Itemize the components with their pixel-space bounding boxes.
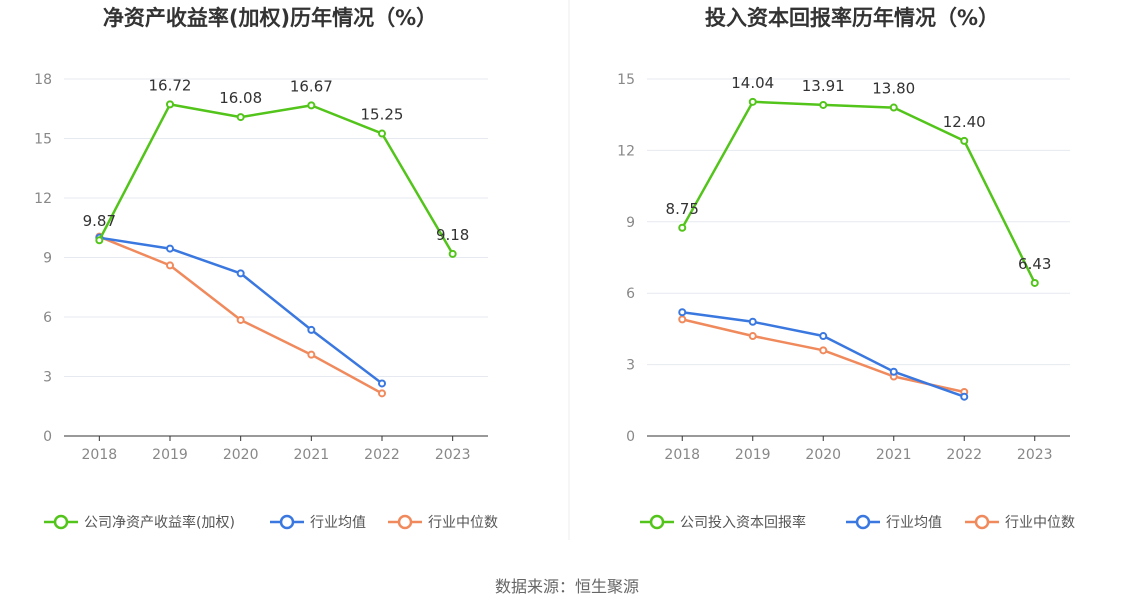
legend-label-company: 公司净资产收益率(加权) (84, 514, 235, 531)
legend-marker-industry-avg (279, 514, 295, 530)
data-point-industry-avg (889, 367, 898, 376)
y-tick-label: 15 (617, 72, 635, 88)
data-point-industry-median (678, 315, 687, 324)
y-tick-label: 12 (34, 191, 52, 207)
y-tick-label: 3 (43, 370, 52, 386)
data-point-industry-median (166, 261, 174, 270)
legend-label-industry-avg: 行业均值 (310, 515, 366, 531)
chart-title: 投入资本回报率历年情况（%） (705, 6, 999, 30)
x-tick-label: 2018 (82, 447, 118, 463)
data-point-company (1030, 278, 1039, 287)
data-label: 13.80 (872, 80, 915, 98)
x-tick-label: 2019 (152, 447, 188, 463)
x-tick-label: 2023 (435, 447, 471, 463)
data-point-industry-avg (819, 332, 828, 341)
data-point-company (95, 236, 104, 245)
x-tick-label: 2020 (805, 447, 841, 463)
legend-label-company: 公司投入资本回报率 (680, 514, 806, 531)
chart-panel-2: 投入资本回报率历年情况（%） 0 3 6 9 12 15 2018 2019 2020 2021 20… (617, 6, 1075, 531)
data-point-industry-median (819, 346, 828, 355)
x-tick-label: 2022 (364, 447, 400, 463)
data-label: 9.18 (436, 226, 469, 244)
data-point-company (960, 136, 969, 145)
data-label: 12.40 (943, 113, 986, 131)
data-point-industry-median (378, 389, 386, 398)
data-point-industry-median (748, 332, 757, 341)
data-label: 13.91 (802, 77, 845, 95)
series-line-industry-avg (99, 236, 383, 385)
data-point-industry-avg (307, 325, 316, 334)
x-tick-label: 2021 (294, 447, 330, 463)
x-tick-label: 2018 (664, 447, 700, 463)
x-tick-label: 2020 (223, 447, 259, 463)
y-tick-label: 9 (43, 251, 52, 267)
series-line-industry-avg (682, 310, 965, 398)
x-tick-label: 2023 (1017, 447, 1053, 463)
data-point-company (307, 101, 316, 110)
legend-label-industry-avg: 行业均值 (886, 515, 942, 531)
chart-panel-1: 净资产收益率(加权)历年情况（%） 0 3 6 9 12 15 18 2018 2019 2020 2… (34, 6, 498, 531)
y-tick-label: 15 (34, 132, 52, 148)
y-tick-label: 3 (626, 358, 635, 374)
data-label: 14.04 (731, 74, 774, 92)
data-point-industry-avg (960, 392, 969, 401)
legend-marker-industry-median (397, 514, 413, 530)
legend-marker-company (53, 514, 69, 530)
x-tick-label: 2019 (735, 447, 771, 463)
legend-marker-industry-avg (855, 514, 871, 530)
data-label: 8.75 (666, 200, 699, 218)
y-tick-label: 9 (626, 215, 635, 231)
y-tick-label: 6 (43, 310, 52, 326)
data-label: 15.25 (361, 106, 404, 124)
x-tick-label: 2022 (946, 447, 982, 463)
series-line-industry-median (98, 235, 383, 395)
y-tick-label: 0 (626, 429, 635, 445)
chart-title: 净资产收益率(加权)历年情况（%） (103, 6, 437, 30)
data-point-company (236, 113, 245, 122)
data-point-company (748, 97, 757, 106)
data-point-industry-median (307, 350, 316, 359)
legend-marker-company (649, 514, 665, 530)
data-point-company (889, 103, 898, 112)
legend-label-industry-median: 行业中位数 (1005, 515, 1075, 531)
data-label: 16.67 (290, 77, 333, 95)
data-point-company (166, 100, 174, 109)
x-tick-label: 2021 (876, 447, 912, 463)
data-label: 6.43 (1018, 255, 1051, 273)
data-point-industry-median (236, 315, 245, 324)
data-point-company (819, 100, 828, 109)
data-point-industry-avg (166, 244, 174, 253)
y-tick-label: 6 (626, 286, 635, 302)
y-tick-label: 0 (43, 429, 52, 445)
data-label: 16.72 (149, 76, 192, 94)
data-point-company (378, 129, 386, 138)
legend-marker-industry-median (974, 514, 990, 530)
data-source-text: 数据来源：恒生聚源 (495, 577, 639, 596)
data-point-industry-avg (678, 308, 687, 317)
data-label: 9.87 (83, 212, 116, 230)
legend-label-industry-median: 行业中位数 (428, 515, 498, 531)
data-point-industry-avg (236, 269, 245, 278)
data-point-industry-avg (748, 317, 757, 326)
series-line-company (98, 103, 454, 255)
data-point-industry-avg (378, 379, 386, 388)
y-tick-label: 18 (34, 72, 52, 88)
series-line-company (681, 100, 1036, 284)
data-label: 16.08 (219, 89, 262, 107)
y-tick-label: 12 (617, 143, 635, 159)
data-point-company (448, 249, 457, 258)
data-point-company (678, 223, 687, 232)
